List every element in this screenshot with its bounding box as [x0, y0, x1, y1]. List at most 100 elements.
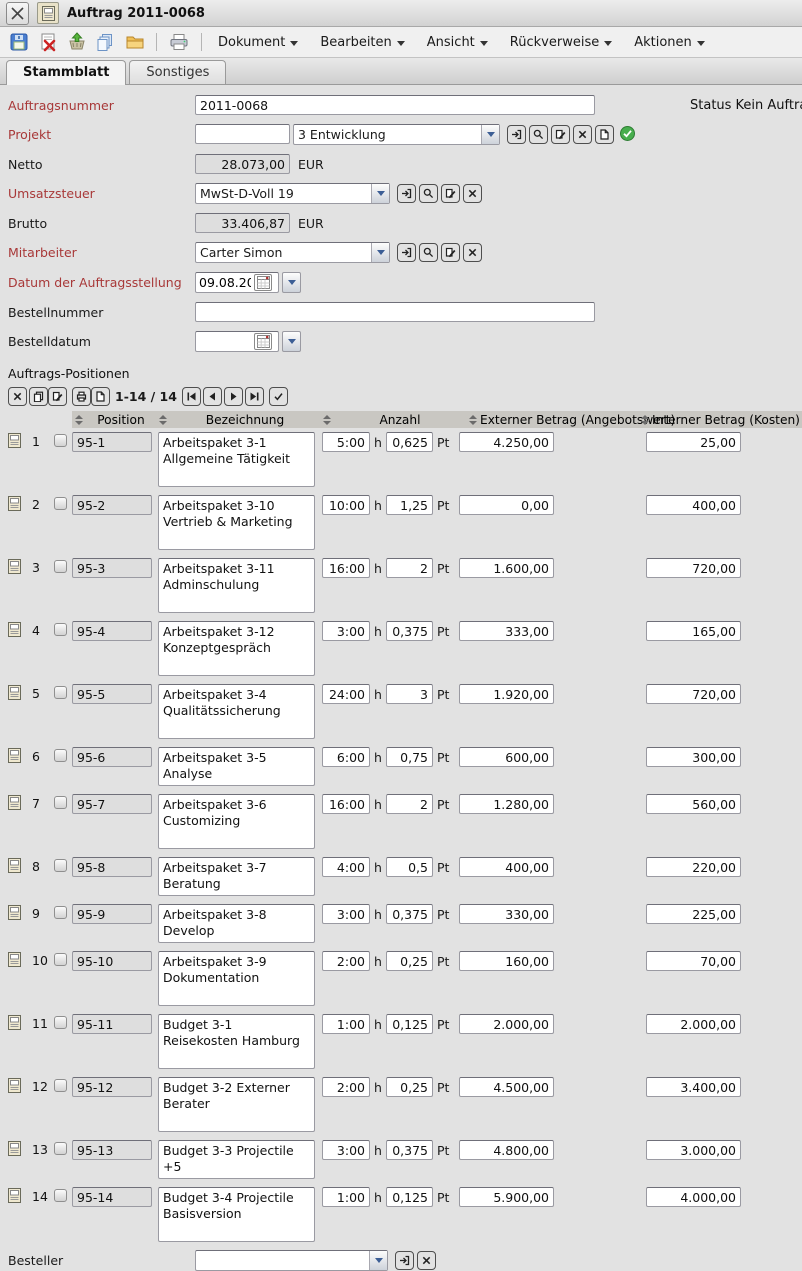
row-checkbox[interactable] [54, 1142, 67, 1155]
position-input[interactable] [72, 904, 152, 924]
row-checkbox[interactable] [54, 497, 67, 510]
projekt-code-input[interactable] [195, 124, 290, 144]
externer-betrag-input[interactable] [459, 904, 554, 924]
bezeichnung-textarea[interactable]: Budget 3-4 Projectile Basisversion [158, 1187, 315, 1242]
interner-betrag-input[interactable] [646, 1187, 741, 1207]
interner-betrag-input[interactable] [646, 1077, 741, 1097]
folder-icon[interactable] [124, 31, 146, 53]
anzahl-input[interactable] [322, 1077, 370, 1097]
position-doc-icon[interactable] [8, 558, 32, 577]
mitarbeiter-search-icon[interactable] [419, 243, 438, 262]
nav-first-icon[interactable] [181, 387, 201, 406]
bezeichnung-textarea[interactable]: Arbeitspaket 3-6 Customizing [158, 794, 315, 849]
externer-betrag-input[interactable] [459, 951, 554, 971]
faktor-input[interactable] [386, 1014, 433, 1034]
sort-externer-betrag-icon[interactable] [468, 414, 478, 426]
faktor-input[interactable] [386, 432, 433, 452]
besteller-open-icon[interactable] [395, 1251, 414, 1270]
anzahl-input[interactable] [322, 432, 370, 452]
anzahl-input[interactable] [322, 904, 370, 924]
interner-betrag-input[interactable] [646, 684, 741, 704]
positions-paste-icon[interactable] [48, 387, 67, 406]
faktor-input[interactable] [386, 621, 433, 641]
position-input[interactable] [72, 558, 152, 578]
bezeichnung-textarea[interactable]: Arbeitspaket 3-9 Dokumentation [158, 951, 315, 1006]
delete-document-icon[interactable] [37, 31, 59, 53]
sort-position-icon[interactable] [74, 414, 84, 426]
menu-bearbeiten[interactable]: Bearbeiten [320, 35, 405, 50]
bezeichnung-textarea[interactable]: Arbeitspaket 3-10 Vertrieb & Marketing [158, 495, 315, 550]
anzahl-input[interactable] [322, 1140, 370, 1160]
menu-ansicht[interactable]: Ansicht [427, 35, 488, 50]
save-icon[interactable] [8, 31, 30, 53]
anzahl-input[interactable] [322, 1187, 370, 1207]
anzahl-input[interactable] [322, 951, 370, 971]
row-checkbox[interactable] [54, 1079, 67, 1092]
position-doc-icon[interactable] [8, 432, 32, 451]
interner-betrag-input[interactable] [646, 495, 741, 515]
mitarbeiter-edit-icon[interactable] [441, 243, 460, 262]
auftragsdatum-dropdown-icon[interactable] [282, 272, 301, 293]
select-all-check-icon[interactable] [268, 387, 288, 406]
row-checkbox[interactable] [54, 560, 67, 573]
position-doc-icon[interactable] [8, 684, 32, 703]
row-checkbox[interactable] [54, 434, 67, 447]
anzahl-input[interactable] [322, 794, 370, 814]
faktor-input[interactable] [386, 1077, 433, 1097]
calendar-icon[interactable] [254, 274, 272, 291]
externer-betrag-input[interactable] [459, 558, 554, 578]
tab-sonstiges[interactable]: Sonstiges [129, 60, 227, 84]
interner-betrag-input[interactable] [646, 904, 741, 924]
position-doc-icon[interactable] [8, 951, 32, 970]
projekt-edit-icon[interactable] [551, 125, 570, 144]
bezeichnung-textarea[interactable]: Arbeitspaket 3-12 Konzeptgespräch [158, 621, 315, 676]
auftragsdatum-input[interactable] [196, 274, 254, 291]
interner-betrag-input[interactable] [646, 1140, 741, 1160]
menu-dokument[interactable]: Dokument [218, 35, 299, 50]
umsatzsteuer-open-icon[interactable] [397, 184, 416, 203]
mitarbeiter-clear-icon[interactable] [463, 243, 482, 262]
bezeichnung-textarea[interactable]: Arbeitspaket 3-11 Adminschulung [158, 558, 315, 613]
position-doc-icon[interactable] [8, 621, 32, 640]
faktor-input[interactable] [386, 747, 433, 767]
bezeichnung-textarea[interactable]: Arbeitspaket 3-1 Allgemeine Tätigkeit [158, 432, 315, 487]
tab-stammblatt[interactable]: Stammblatt [6, 60, 127, 85]
interner-betrag-input[interactable] [646, 621, 741, 641]
menu-rueckverweise[interactable]: Rückverweise [510, 35, 613, 50]
archive-upload-icon[interactable] [66, 31, 88, 53]
mitarbeiter-open-icon[interactable] [397, 243, 416, 262]
anzahl-input[interactable] [322, 495, 370, 515]
positions-new-icon[interactable] [91, 387, 110, 406]
externer-betrag-input[interactable] [459, 495, 554, 515]
row-checkbox[interactable] [54, 796, 67, 809]
externer-betrag-input[interactable] [459, 1014, 554, 1034]
interner-betrag-input[interactable] [646, 951, 741, 971]
position-doc-icon[interactable] [8, 1140, 32, 1159]
calendar-icon[interactable] [254, 333, 272, 350]
bezeichnung-textarea[interactable]: Budget 3-2 Externer Berater [158, 1077, 315, 1132]
position-doc-icon[interactable] [8, 747, 32, 766]
sort-anzahl-icon[interactable] [322, 414, 332, 426]
projekt-open-icon[interactable] [507, 125, 526, 144]
umsatzsteuer-clear-icon[interactable] [463, 184, 482, 203]
externer-betrag-input[interactable] [459, 747, 554, 767]
bezeichnung-textarea[interactable]: Arbeitspaket 3-7 Beratung [158, 857, 315, 896]
externer-betrag-input[interactable] [459, 857, 554, 877]
faktor-input[interactable] [386, 951, 433, 971]
bestelldatum-input[interactable] [196, 333, 254, 350]
externer-betrag-input[interactable] [459, 432, 554, 452]
anzahl-input[interactable] [322, 857, 370, 877]
row-checkbox[interactable] [54, 1016, 67, 1029]
close-icon[interactable] [6, 1, 29, 25]
bezeichnung-textarea[interactable]: Arbeitspaket 3-5 Analyse [158, 747, 315, 786]
menu-aktionen[interactable]: Aktionen [634, 35, 705, 50]
externer-betrag-input[interactable] [459, 1187, 554, 1207]
anzahl-input[interactable] [322, 684, 370, 704]
position-input[interactable] [72, 1140, 152, 1160]
position-input[interactable] [72, 857, 152, 877]
externer-betrag-input[interactable] [459, 1140, 554, 1160]
mitarbeiter-select[interactable]: Carter Simon [195, 242, 390, 263]
faktor-input[interactable] [386, 495, 433, 515]
anzahl-input[interactable] [322, 747, 370, 767]
position-input[interactable] [72, 951, 152, 971]
